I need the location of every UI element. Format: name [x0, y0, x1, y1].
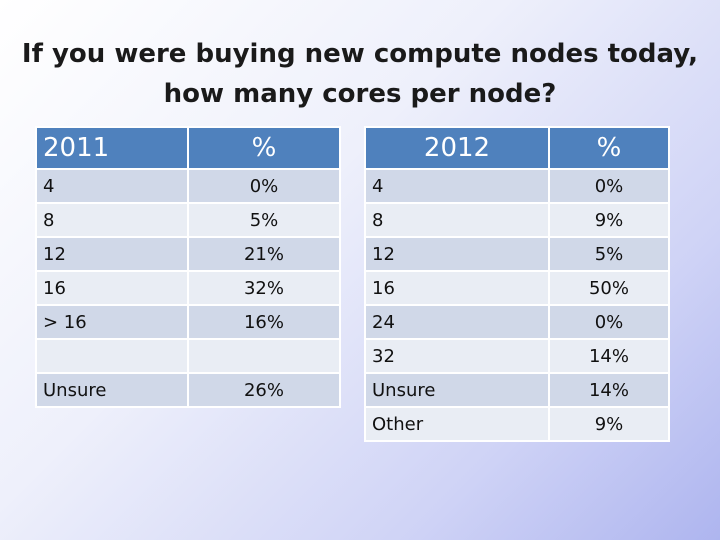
table-row: Unsure 26% — [35, 372, 341, 408]
percent-cell: 0% — [187, 168, 341, 204]
table-row: > 16 16% — [35, 304, 341, 340]
table-row: 12 5% — [364, 236, 670, 272]
percent-cell: 5% — [548, 236, 670, 272]
table-row: Other 9% — [364, 406, 670, 442]
table-row: 24 0% — [364, 304, 670, 340]
percent-cell: 14% — [548, 372, 670, 408]
cores-cell: 8 — [35, 202, 189, 238]
percent-cell: 21% — [187, 236, 341, 272]
cores-cell: > 16 — [35, 304, 189, 340]
table-row: 4 0% — [35, 168, 341, 204]
percent-cell: 0% — [548, 168, 670, 204]
percent-cell: 9% — [548, 406, 670, 442]
header-percent: % — [187, 126, 341, 170]
table-header-row: 2012 % — [364, 126, 670, 170]
percent-cell: 50% — [548, 270, 670, 306]
table-row: Unsure 14% — [364, 372, 670, 408]
table-row: 4 0% — [364, 168, 670, 204]
header-year: 2012 — [364, 126, 550, 170]
percent-cell: 9% — [548, 202, 670, 238]
table-row: 8 9% — [364, 202, 670, 238]
cores-cell: 24 — [364, 304, 550, 340]
table-header-row: 2011 % — [35, 126, 341, 170]
table-row: 16 50% — [364, 270, 670, 306]
table-row — [35, 338, 341, 374]
cores-cell: 8 — [364, 202, 550, 238]
header-year: 2011 — [35, 126, 189, 170]
percent-cell — [187, 338, 341, 374]
cores-cell: Unsure — [35, 372, 189, 408]
cores-cell — [35, 338, 189, 374]
cores-cell: Other — [364, 406, 550, 442]
percent-cell: 26% — [187, 372, 341, 408]
cores-cell: 4 — [35, 168, 189, 204]
table-row: 16 32% — [35, 270, 341, 306]
percent-cell: 0% — [548, 304, 670, 340]
cores-cell: Unsure — [364, 372, 550, 408]
cores-cell: 32 — [364, 338, 550, 374]
percent-cell: 16% — [187, 304, 341, 340]
cores-cell: 4 — [364, 168, 550, 204]
percent-cell: 5% — [187, 202, 341, 238]
cores-cell: 12 — [364, 236, 550, 272]
table-2012: 2012 % 4 0% 8 9% 12 5% 16 50% 24 0% 32 1… — [364, 126, 670, 442]
header-percent: % — [548, 126, 670, 170]
slide-title: If you were buying new compute nodes tod… — [21, 39, 699, 109]
table-2011: 2011 % 4 0% 8 5% 12 21% 16 32% > 16 16% — [35, 126, 341, 408]
cores-cell: 16 — [35, 270, 189, 306]
percent-cell: 14% — [548, 338, 670, 374]
cores-cell: 12 — [35, 236, 189, 272]
table-row: 12 21% — [35, 236, 341, 272]
table-row: 8 5% — [35, 202, 341, 238]
cores-cell: 16 — [364, 270, 550, 306]
table-row: 32 14% — [364, 338, 670, 374]
percent-cell: 32% — [187, 270, 341, 306]
